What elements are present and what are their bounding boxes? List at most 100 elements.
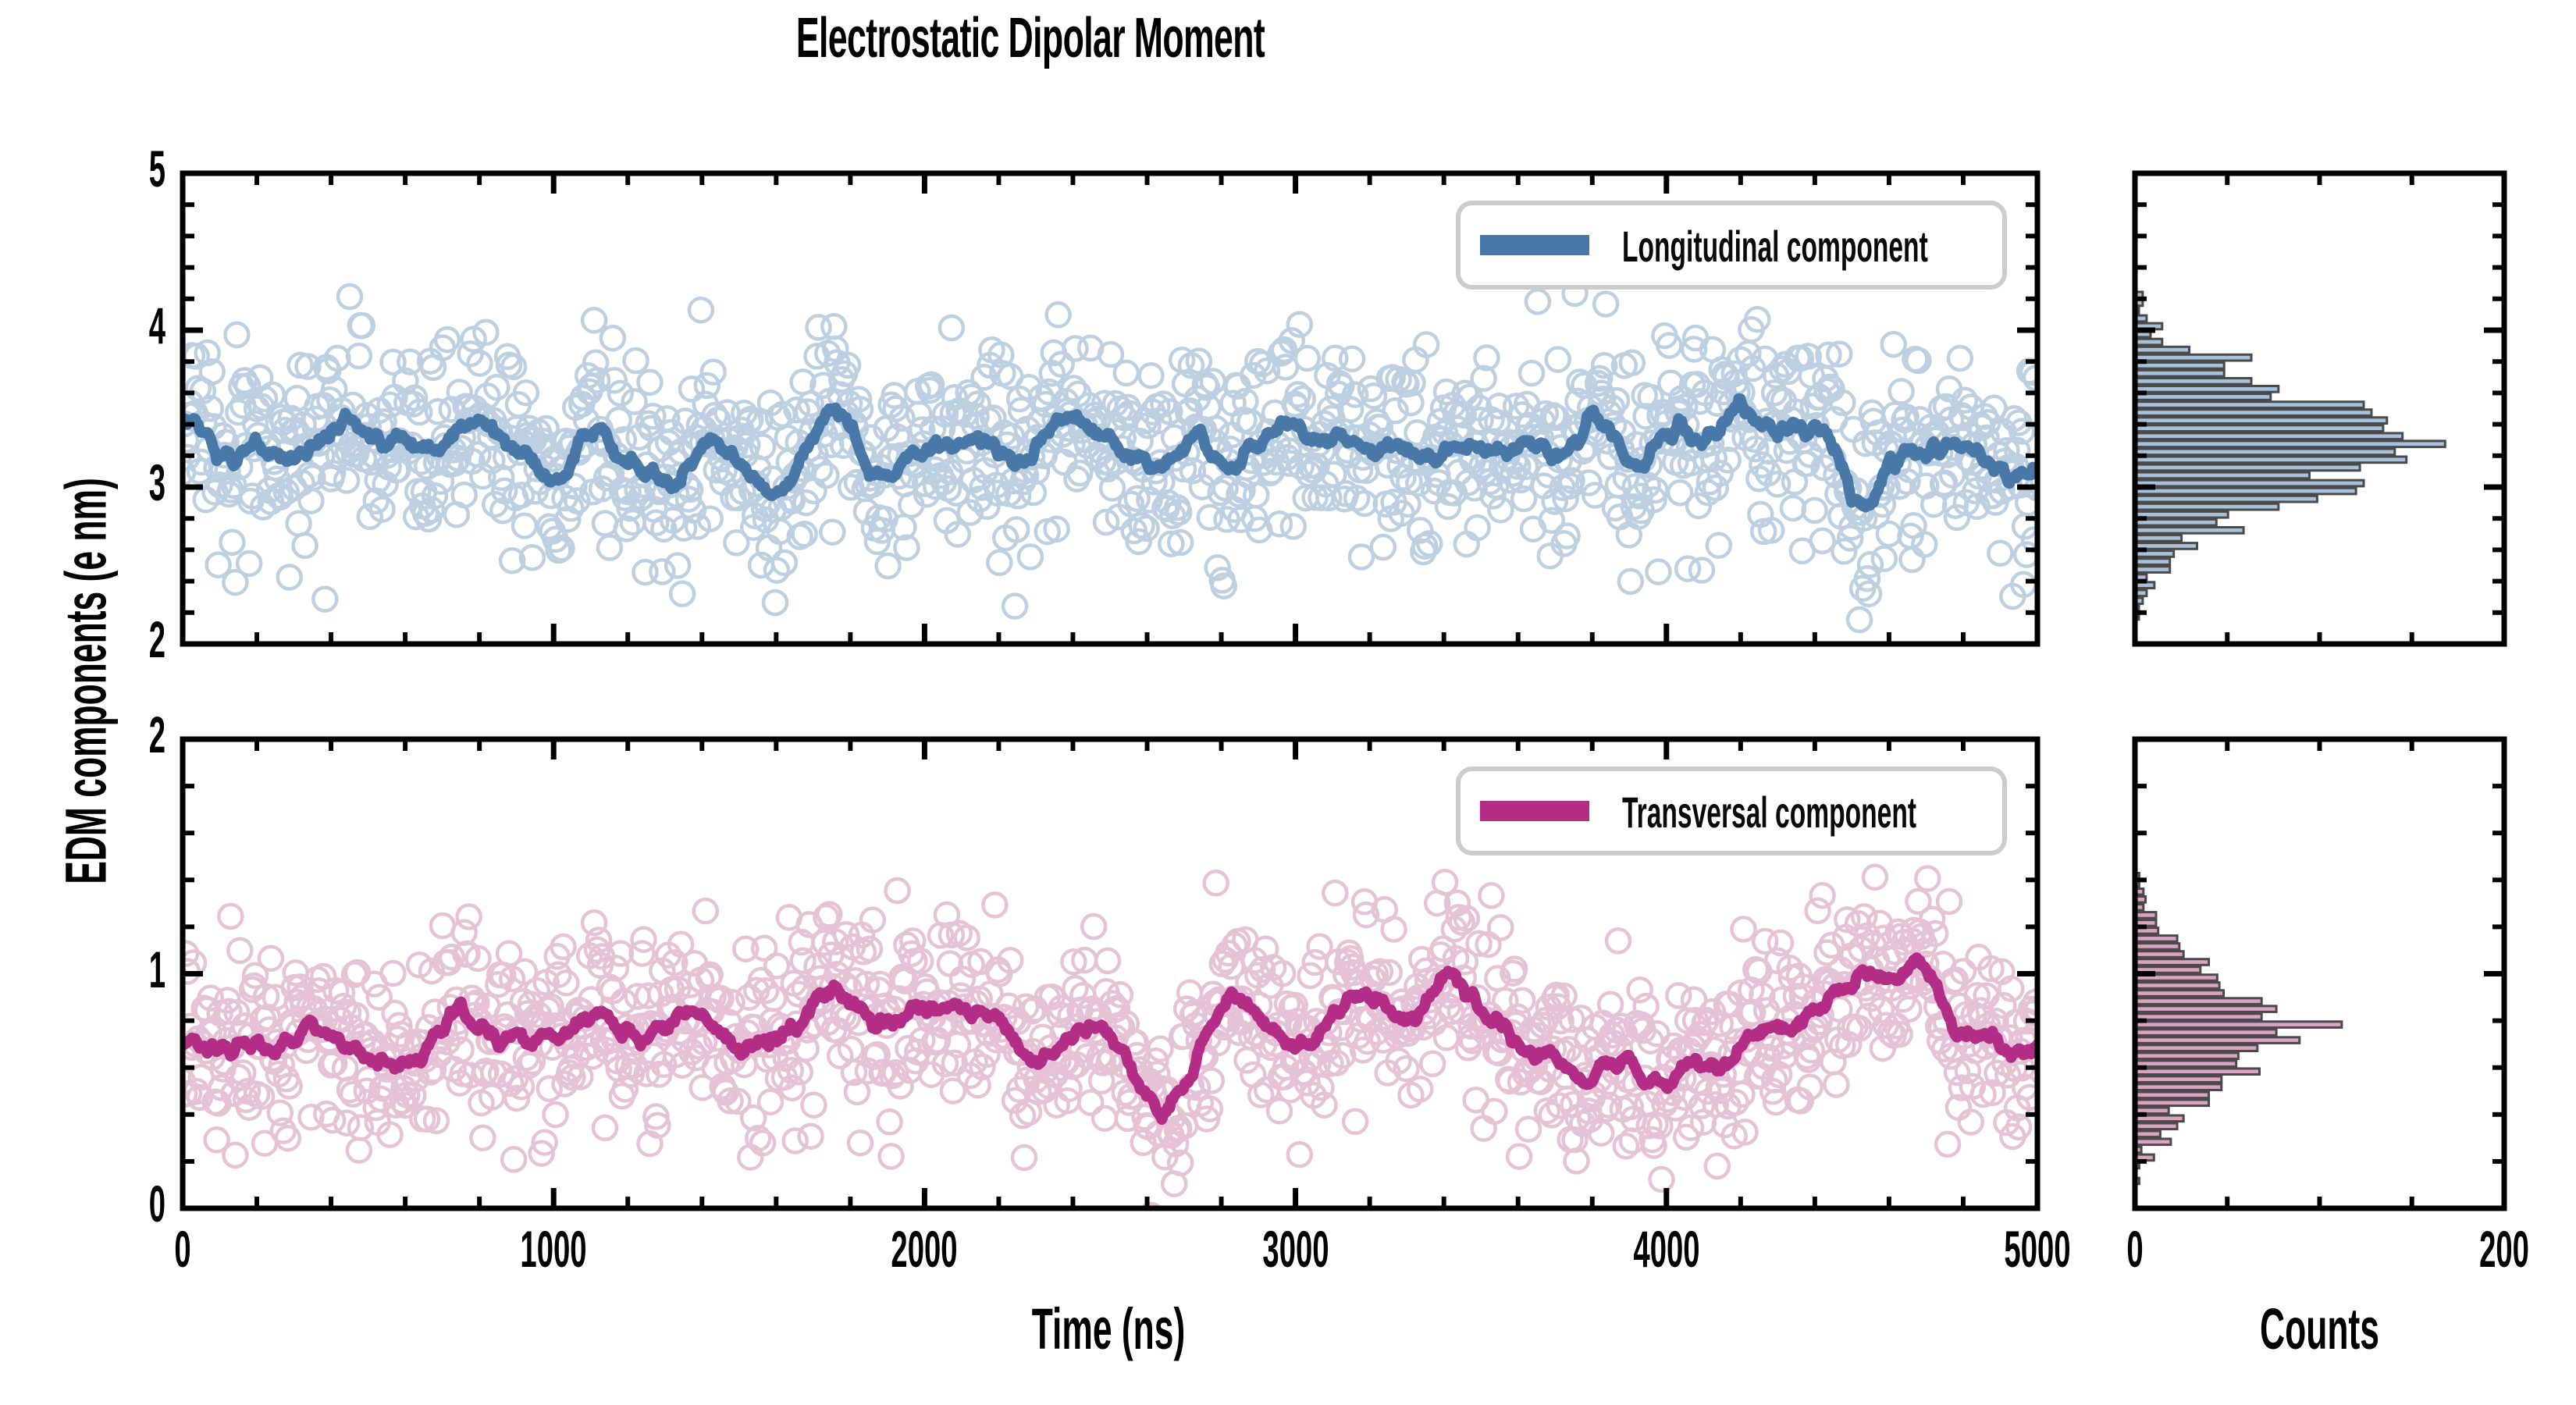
scatter-point [1714, 446, 1742, 474]
legend-bottom[interactable]: Transversal component [1456, 767, 2007, 855]
scatter-point [1060, 375, 1087, 402]
scatter-point [1341, 1108, 1369, 1136]
scatter-point [1728, 1080, 1756, 1108]
scatter-point [906, 948, 934, 975]
scatter-point [405, 951, 433, 979]
scatter-point [752, 976, 780, 1005]
scatter-point [276, 564, 303, 591]
scatter-point [1612, 1133, 1640, 1160]
scatter-point [1091, 1104, 1119, 1133]
scatter-point [1905, 887, 1932, 916]
scatter-point [1232, 387, 1259, 415]
scatter-point [274, 1124, 302, 1152]
scatter-point [1618, 349, 1646, 377]
scatter-point [1382, 397, 1409, 425]
scatter-point [500, 1146, 528, 1173]
axis-frame [180, 170, 2041, 647]
scatter-point [1062, 335, 1089, 362]
scatter-point [345, 342, 373, 370]
scatter-point [333, 467, 361, 494]
scatter-point [685, 1033, 713, 1060]
scatter-point [739, 1104, 767, 1132]
scatter-point [1451, 948, 1479, 976]
scatter-point [987, 341, 1015, 368]
scatter-point [939, 1077, 967, 1104]
scatter-point [266, 483, 294, 511]
scatter-point [843, 1078, 871, 1106]
scatter-point [797, 389, 824, 418]
scatter-point [956, 499, 984, 526]
scatter-point [1731, 1119, 1759, 1146]
histogram-bar [2133, 432, 2404, 441]
legend-box[interactable] [1456, 767, 2007, 855]
scatter-point [856, 935, 884, 963]
scatter-point [1265, 1097, 1293, 1125]
scatter-point [582, 349, 610, 376]
histogram-bar [2133, 526, 2245, 535]
scatter-point [1973, 424, 2000, 452]
histogram-bar [2133, 950, 2185, 959]
scatter-point [1935, 375, 1963, 403]
scatter-point [981, 891, 1009, 919]
scatter-point [1680, 986, 1708, 1014]
scatter-point [1801, 496, 1828, 525]
hist-axes-bottom [2132, 736, 2507, 1211]
scatter-point [1943, 1058, 1971, 1087]
scatter-point [888, 404, 916, 432]
legend-box[interactable] [1456, 201, 2007, 290]
scatter-point [347, 1114, 375, 1141]
scatter-point [724, 484, 752, 512]
scatter-point [1202, 870, 1229, 897]
scatter-point [1341, 381, 1369, 408]
scatter-point [1286, 1140, 1314, 1168]
histogram-bar [2133, 463, 2361, 472]
running-mean-line [184, 393, 2036, 513]
scatter-point [1470, 365, 1497, 392]
scatter-point [1453, 905, 1481, 932]
scatter-point [1517, 359, 1546, 387]
scatter-point [418, 496, 446, 524]
scatter-point [660, 949, 688, 976]
scatter-point [297, 1104, 325, 1131]
scatter-point [1528, 1012, 1557, 1039]
scatter-point [400, 384, 429, 412]
scatter-point [664, 552, 692, 579]
scatter-point [1375, 959, 1403, 987]
scatter-point [969, 1053, 996, 1081]
scatter-point [1156, 398, 1183, 425]
scatter-point [318, 1106, 347, 1134]
scatter-point [884, 877, 911, 905]
legend-top[interactable]: Longitudinal component [1456, 201, 2007, 290]
scatter-point [512, 379, 540, 407]
scatter-point [1987, 539, 2014, 567]
scatter-point [1133, 514, 1160, 542]
scatter-point [1301, 948, 1329, 976]
histogram-bar [2133, 494, 2318, 503]
scatter-point [729, 478, 756, 506]
y-axis-label: EDM components (e nm) [53, 478, 119, 884]
histogram-bar [2133, 353, 2253, 362]
scatter-point [1666, 478, 1694, 507]
scatter-point [1322, 344, 1349, 372]
histogram-bar [2133, 1129, 2161, 1139]
scatter-point [1418, 1050, 1446, 1078]
scatter-point [819, 518, 846, 546]
hist-axes-top [2132, 170, 2507, 647]
scatter-point [783, 396, 810, 424]
scatter-point [596, 973, 624, 1001]
scatter-point [845, 386, 873, 413]
scatter-point [339, 1080, 367, 1108]
y-tick-label-top-5: 5 [148, 140, 165, 197]
scatter-point [1941, 966, 1969, 994]
scatter-point [1935, 887, 1963, 916]
scatter-point [996, 947, 1024, 974]
scatter-point [2003, 436, 2031, 464]
scatter-point [464, 944, 492, 973]
x-tick-label-counts-0: 0 [2126, 1220, 2144, 1278]
histogram-bar [2133, 393, 2272, 401]
scatter-point [1763, 471, 1791, 498]
scatter-point [1826, 340, 1853, 368]
scatter-point [1702, 474, 1730, 502]
scatter-point [1705, 532, 1733, 559]
scatter-point [1722, 1088, 1749, 1116]
